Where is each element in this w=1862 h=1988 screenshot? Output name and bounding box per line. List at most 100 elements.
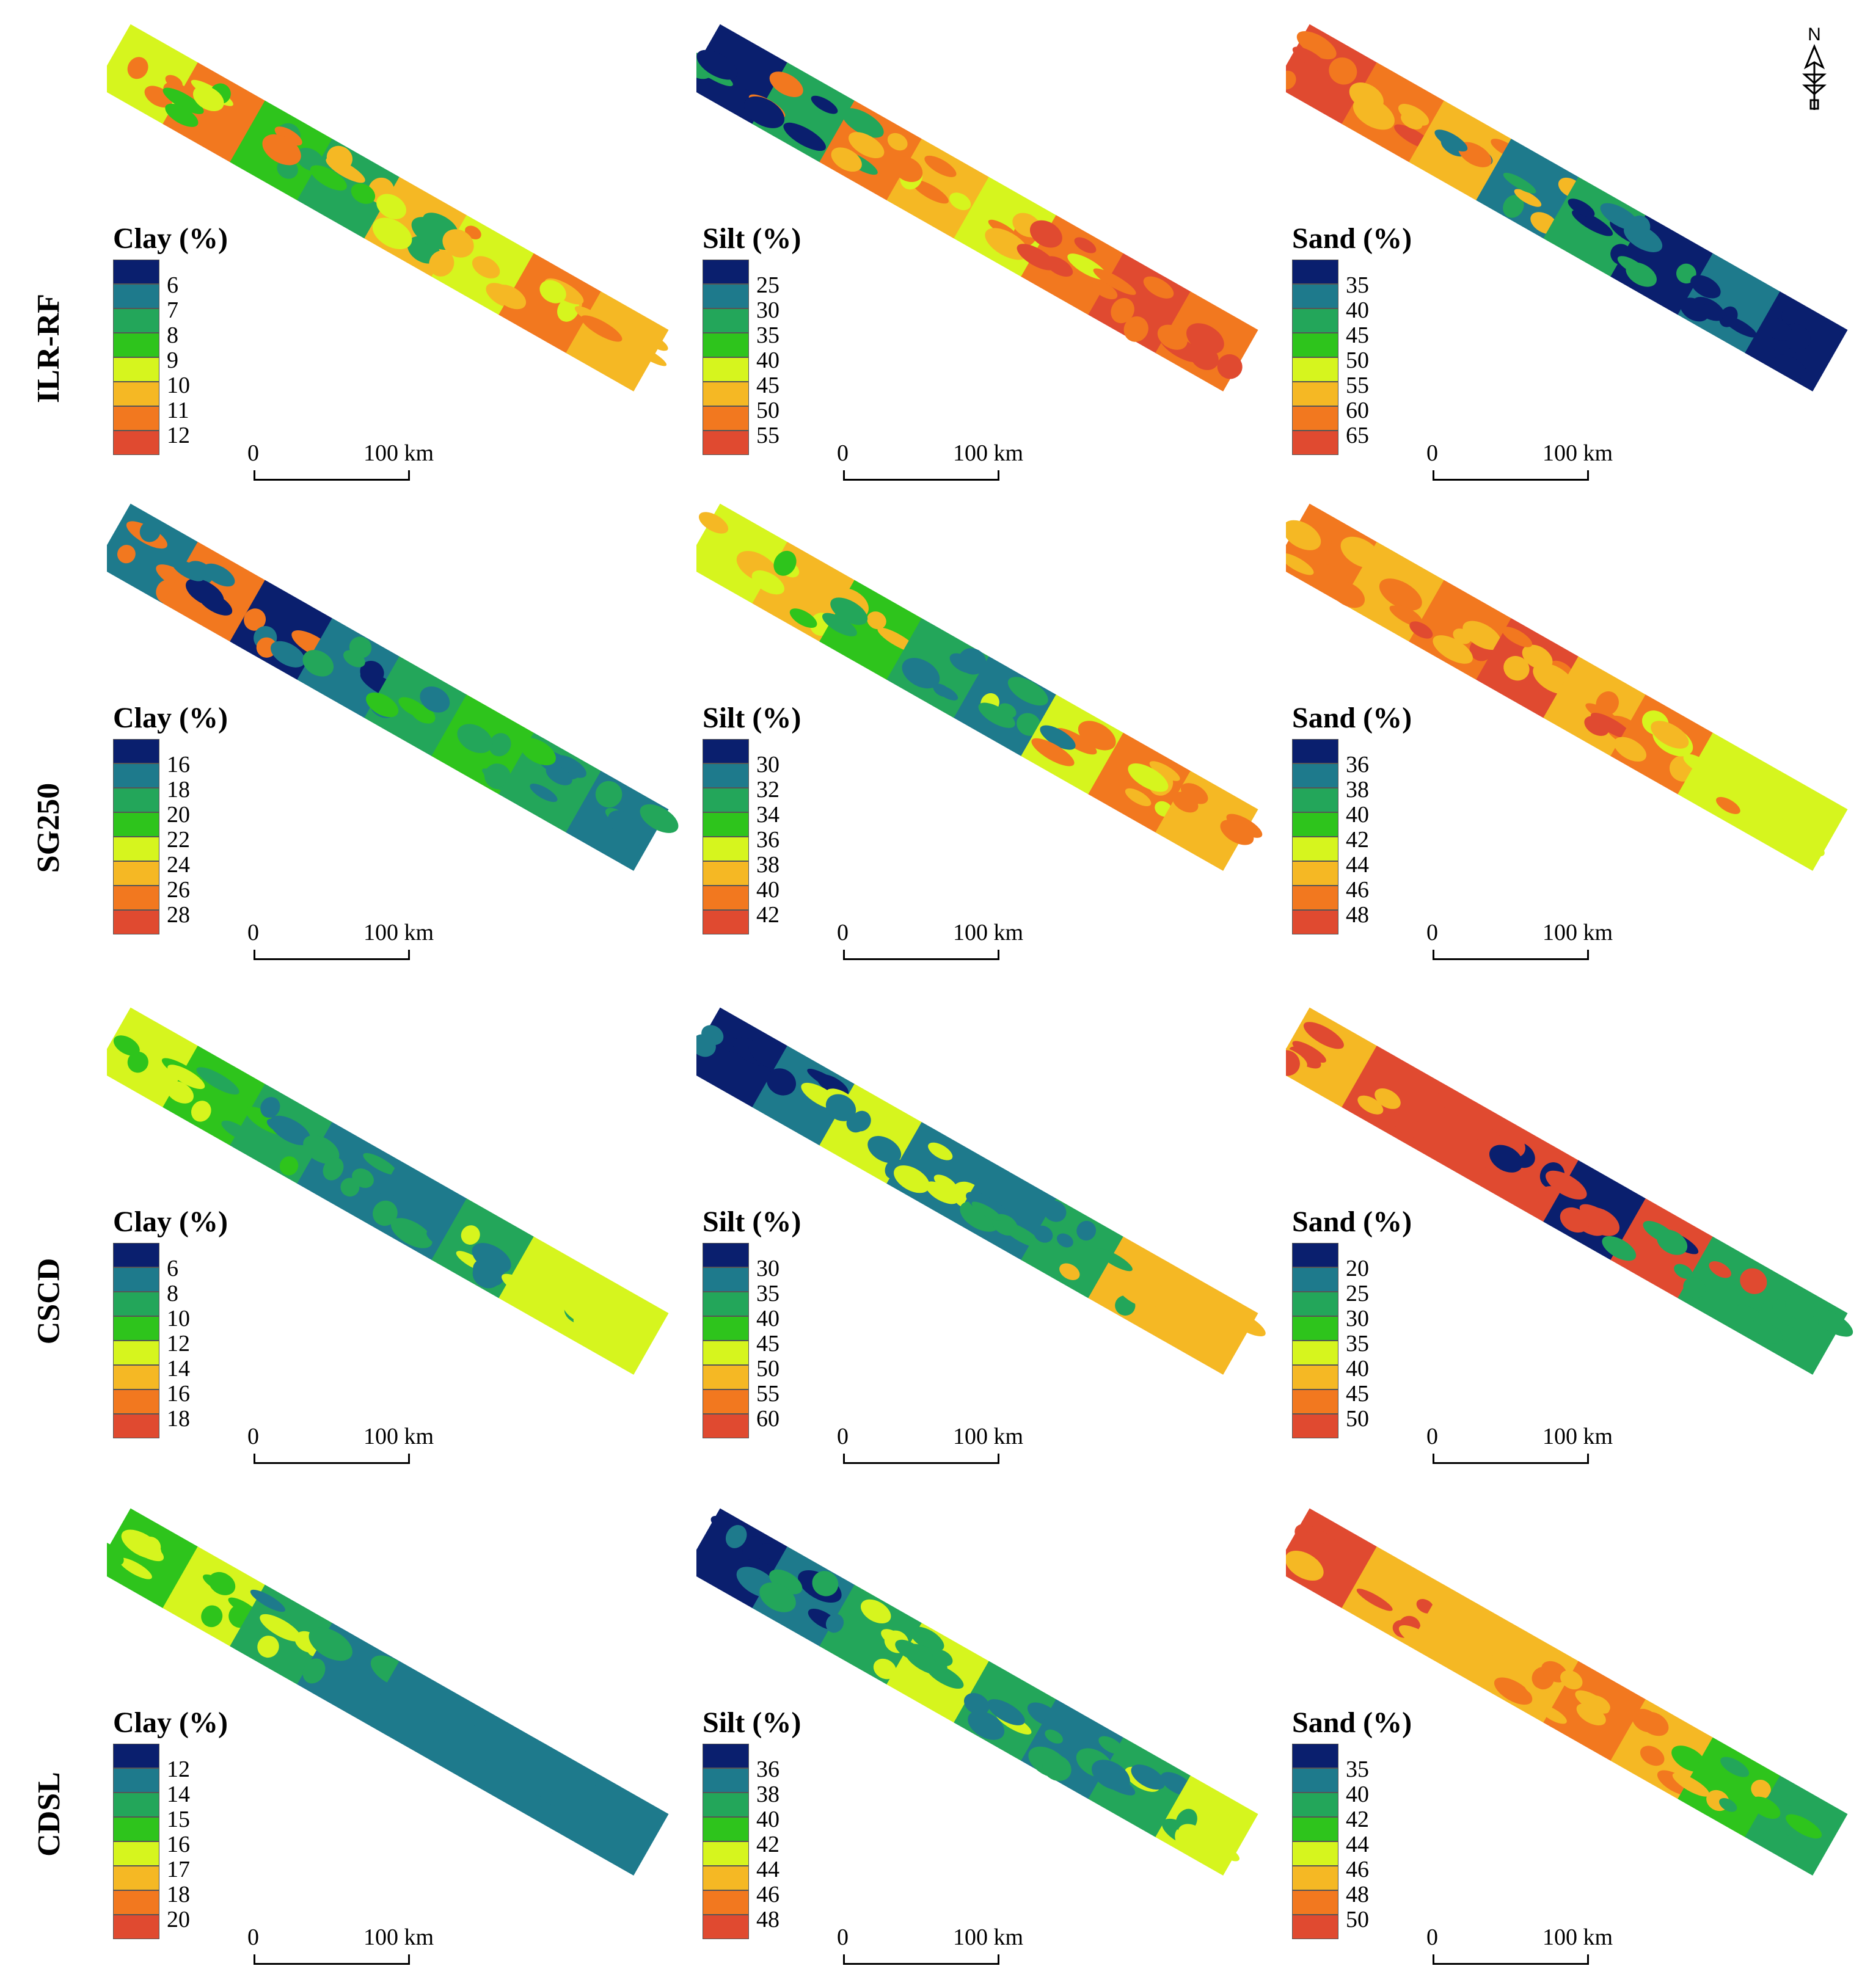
legend-swatch [703, 886, 749, 910]
map-panel: Clay (%) 6 7 8 9 10 11 12 0 100 km [107, 18, 693, 495]
scale-bar-line [254, 1954, 410, 1965]
soil-map-strip [1286, 1007, 1853, 1375]
north-label: N [1808, 24, 1821, 45]
scale-bar-zero: 0 [1426, 1424, 1438, 1449]
map-region [769, 1569, 803, 1595]
map-region [848, 132, 885, 159]
map-region [1811, 1308, 1853, 1337]
soil-map-strip [1286, 24, 1848, 391]
legend-swatch [1292, 1817, 1338, 1841]
map-region [326, 158, 365, 183]
legend: Clay (%) 6 7 8 9 10 11 12 [113, 223, 228, 455]
map-region [1329, 57, 1357, 85]
map-region [1178, 809, 1216, 833]
map-region [1092, 281, 1118, 300]
map-region [372, 217, 412, 249]
map-region [860, 1599, 891, 1624]
legend-swatch [1292, 1243, 1338, 1267]
legend-title: Silt (%) [703, 222, 801, 255]
legend-swatch [1292, 910, 1338, 934]
map-region [1356, 1589, 1393, 1611]
legend-swatch [703, 861, 749, 886]
legend-value: 22 [167, 827, 190, 853]
map-region [203, 563, 235, 587]
legend-value: 44 [756, 1857, 779, 1882]
map-region [256, 637, 277, 658]
legend-value: 45 [1346, 322, 1369, 348]
legend-value: 8 [167, 1281, 178, 1306]
map-region [851, 1110, 871, 1132]
legend-swatch [1292, 406, 1338, 431]
map-region [1017, 713, 1041, 736]
map-region [1489, 1145, 1523, 1173]
legend-swatch [703, 1267, 749, 1292]
map-panel: Sand (%) 35 40 45 50 55 60 65 0 100 km [1286, 18, 1862, 495]
map-region [725, 1524, 747, 1548]
legend-value: 18 [167, 1882, 190, 1907]
legend-value: 8 [167, 322, 178, 348]
scale-bar-zero: 0 [247, 1924, 259, 1950]
map-region [1045, 1729, 1063, 1744]
legend-swatch [1292, 357, 1338, 382]
map-region [302, 650, 334, 677]
legend-swatch [703, 406, 749, 431]
map-region [1690, 275, 1721, 299]
map-region [1286, 1050, 1300, 1076]
map-region [1043, 1200, 1067, 1222]
map-region [489, 733, 511, 757]
legend-value: 45 [756, 1331, 779, 1356]
soil-map-strip [107, 1007, 669, 1375]
map-region [373, 1200, 398, 1226]
map-region [498, 732, 602, 833]
map-region [1525, 1684, 1559, 1706]
map-region [262, 134, 301, 166]
map-region [958, 648, 987, 675]
map-region [1420, 1630, 1447, 1654]
legend-swatch [113, 1915, 159, 1939]
map-region [1042, 1754, 1072, 1782]
map-region [1296, 31, 1337, 60]
legend-swatch [113, 788, 159, 812]
map-region [376, 194, 407, 219]
map-region [563, 1264, 594, 1284]
legend-swatch [113, 1292, 159, 1316]
map-region [615, 1290, 635, 1311]
legend-swatch [1292, 382, 1338, 406]
scale-bar: 0 100 km [247, 440, 434, 482]
legend-swatch [113, 382, 159, 406]
legend-swatch [703, 1793, 749, 1817]
map-region [472, 256, 500, 279]
map-region [420, 686, 450, 713]
map-region [349, 636, 372, 658]
map-region [1434, 129, 1468, 151]
map-region [698, 512, 729, 534]
map-region [1289, 1046, 1321, 1069]
legend-swatch [1292, 1890, 1338, 1915]
legend-value: 14 [167, 1356, 190, 1382]
legend-value: 20 [1346, 1256, 1369, 1281]
map-region [1111, 297, 1134, 324]
legend-swatch [113, 1866, 159, 1890]
map-panel: Silt (%) 30 32 34 36 38 40 42 0 100 km [696, 498, 1283, 974]
map-region [987, 1699, 1025, 1725]
legend-swatch [1292, 1414, 1338, 1438]
map-region [1657, 1229, 1688, 1255]
legend-value: 55 [756, 423, 779, 448]
map-region [1379, 578, 1422, 611]
map-region [1572, 209, 1613, 236]
legend-swatch [1292, 1292, 1338, 1316]
map-region [429, 250, 455, 277]
map-region [1503, 656, 1530, 681]
map-region [127, 57, 148, 79]
map-region [1651, 721, 1689, 749]
legend-swatch [1292, 1744, 1338, 1768]
map-region [1180, 783, 1208, 804]
map-region [710, 1515, 727, 1529]
legend-swatch [113, 910, 159, 934]
map-region [552, 1274, 579, 1292]
legend: Clay (%) 16 18 20 22 24 26 28 [113, 702, 228, 934]
soil-map-strip [696, 503, 1263, 871]
legend-value: 36 [756, 1757, 779, 1782]
legend-swatch [113, 284, 159, 308]
map-region [1143, 276, 1174, 299]
